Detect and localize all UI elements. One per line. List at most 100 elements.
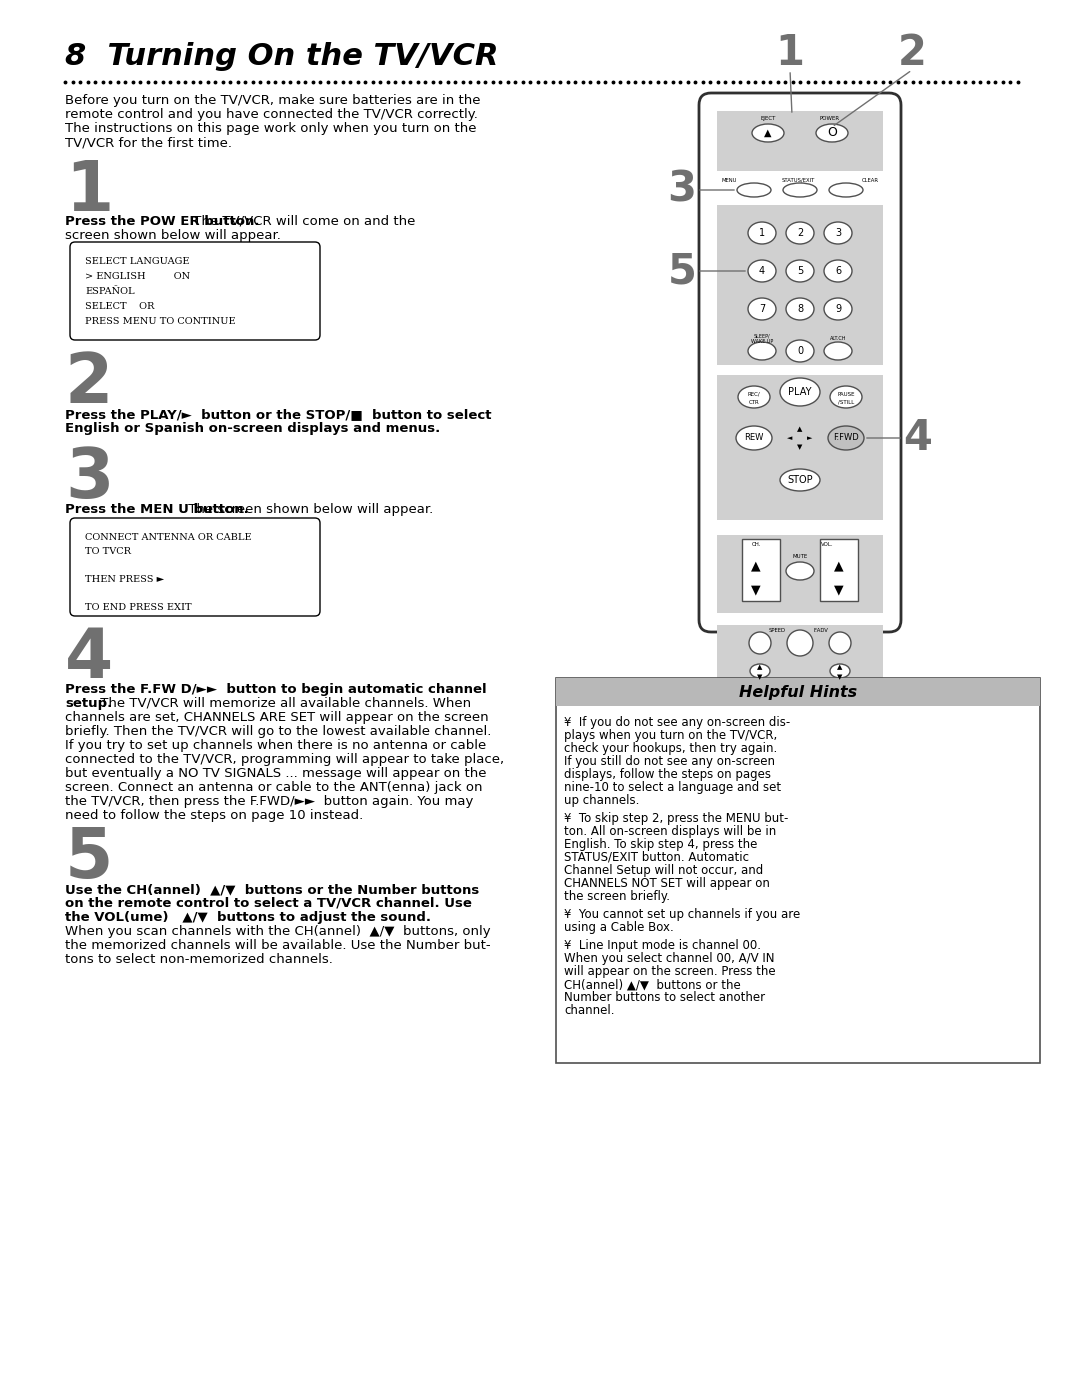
Text: Press the MEN U button.: Press the MEN U button. (65, 503, 248, 515)
Text: PLAY: PLAY (788, 387, 812, 397)
Text: ▲: ▲ (834, 559, 843, 571)
Bar (820, 539, 858, 601)
Ellipse shape (786, 298, 814, 320)
Ellipse shape (737, 183, 771, 197)
Text: tons to select non-memorized channels.: tons to select non-memorized channels. (65, 953, 333, 965)
Text: If you try to set up channels when there is no antenna or cable: If you try to set up channels when there… (65, 739, 486, 752)
Circle shape (829, 631, 851, 654)
Text: TO TVCR: TO TVCR (85, 548, 131, 556)
Text: screen shown below will appear.: screen shown below will appear. (65, 229, 281, 242)
FancyBboxPatch shape (70, 242, 320, 339)
Ellipse shape (748, 260, 777, 282)
Text: 8  Turning On the TV/VCR: 8 Turning On the TV/VCR (65, 42, 499, 71)
Text: ▼: ▼ (757, 673, 762, 680)
Text: SELECT    OR: SELECT OR (85, 302, 154, 312)
Text: ton. All on-screen displays will be in: ton. All on-screen displays will be in (564, 826, 777, 838)
Text: ▼: ▼ (752, 583, 761, 597)
Bar (717, 205, 883, 365)
Text: 5: 5 (797, 265, 804, 277)
Text: REC/: REC/ (747, 391, 760, 397)
Text: CONNECT ANTENNA OR CABLE: CONNECT ANTENNA OR CABLE (85, 534, 252, 542)
Text: the screen briefly.: the screen briefly. (564, 890, 670, 902)
Text: but eventually a NO TV SIGNALS ... message will appear on the: but eventually a NO TV SIGNALS ... messa… (65, 767, 486, 780)
Text: 3: 3 (667, 169, 697, 211)
Text: ◄: ◄ (787, 434, 793, 441)
Text: connected to the TV/VCR, programming will appear to take place,: connected to the TV/VCR, programming wil… (65, 753, 504, 766)
Circle shape (787, 630, 813, 657)
Ellipse shape (752, 124, 784, 142)
Ellipse shape (831, 386, 862, 408)
Ellipse shape (824, 298, 852, 320)
Text: STATUS/EXIT: STATUS/EXIT (781, 177, 814, 183)
Text: need to follow the steps on page 10 instead.: need to follow the steps on page 10 inst… (65, 809, 363, 821)
Text: setup.: setup. (65, 697, 112, 710)
Text: MUTE: MUTE (793, 555, 808, 559)
Text: 1: 1 (775, 32, 805, 74)
Text: the memorized channels will be available. Use the Number but-: the memorized channels will be available… (65, 939, 490, 951)
Text: REW: REW (744, 433, 764, 443)
Ellipse shape (828, 426, 864, 450)
Text: English. To skip step 4, press the: English. To skip step 4, press the (564, 838, 757, 851)
Text: plays when you turn on the TV/VCR,: plays when you turn on the TV/VCR, (564, 729, 778, 742)
Text: ►: ► (808, 434, 812, 441)
Text: CHANNELS NOT SET will appear on: CHANNELS NOT SET will appear on (564, 877, 770, 890)
Text: Number buttons to select another: Number buttons to select another (564, 990, 765, 1004)
Ellipse shape (786, 339, 814, 362)
Bar (556, 678, 1040, 1063)
Text: 3: 3 (835, 228, 841, 237)
Ellipse shape (786, 222, 814, 244)
Bar (717, 374, 883, 520)
Ellipse shape (748, 222, 777, 244)
Text: EJECT: EJECT (760, 116, 775, 122)
Text: The TV/VCR will come on and the: The TV/VCR will come on and the (189, 215, 416, 228)
Text: Channel Setup will not occur, and: Channel Setup will not occur, and (564, 863, 764, 877)
Text: Before you turn on the TV/VCR, make sure batteries are in the: Before you turn on the TV/VCR, make sure… (65, 94, 481, 108)
Ellipse shape (735, 426, 772, 450)
Text: 8: 8 (797, 305, 804, 314)
Text: on the remote control to select a TV/VCR channel. Use: on the remote control to select a TV/VCR… (65, 897, 472, 909)
Ellipse shape (780, 379, 820, 407)
Text: STOP: STOP (787, 475, 813, 485)
Text: ▲: ▲ (837, 664, 842, 671)
Text: screen. Connect an antenna or cable to the ANT(enna) jack on: screen. Connect an antenna or cable to t… (65, 781, 483, 793)
Text: channels are set, CHANNELS ARE SET will appear on the screen: channels are set, CHANNELS ARE SET will … (65, 711, 488, 724)
Text: 4: 4 (904, 416, 932, 460)
Ellipse shape (786, 260, 814, 282)
Ellipse shape (824, 222, 852, 244)
Text: Helpful Hints: Helpful Hints (739, 685, 858, 700)
Ellipse shape (831, 664, 850, 678)
Text: ▲: ▲ (757, 664, 762, 671)
Text: ▼: ▼ (834, 583, 843, 597)
Text: Press the POW ER button.: Press the POW ER button. (65, 215, 259, 228)
Text: The TV/VCR will memorize all available channels. When: The TV/VCR will memorize all available c… (96, 697, 471, 710)
Text: ▼: ▼ (797, 444, 802, 450)
Bar (742, 539, 780, 601)
Text: TV/VCR for the first time.: TV/VCR for the first time. (65, 136, 232, 149)
Text: 2: 2 (65, 351, 113, 416)
Text: ¥  If you do not see any on-screen dis-: ¥ If you do not see any on-screen dis- (564, 717, 791, 729)
Text: 3: 3 (65, 446, 113, 511)
Text: 6: 6 (835, 265, 841, 277)
Text: CLEAR: CLEAR (862, 177, 879, 183)
Text: When you scan channels with the CH(annel)  ▲/▼  buttons, only: When you scan channels with the CH(annel… (65, 925, 490, 937)
Text: PRESS MENU TO CONTINUE: PRESS MENU TO CONTINUE (85, 317, 235, 326)
Text: Press the PLAY/►  button or the STOP/■  button to select: Press the PLAY/► button or the STOP/■ bu… (65, 408, 491, 420)
Text: 0: 0 (797, 346, 804, 356)
Text: When you select channel 00, A/V IN: When you select channel 00, A/V IN (564, 951, 774, 965)
Text: ▲: ▲ (797, 426, 802, 432)
Text: SPEED: SPEED (769, 629, 786, 633)
Ellipse shape (780, 469, 820, 490)
Text: 2: 2 (797, 228, 804, 237)
Text: will appear on the screen. Press the: will appear on the screen. Press the (564, 965, 775, 978)
Text: the TV/VCR, then press the F.FWD/►►  button again. You may: the TV/VCR, then press the F.FWD/►► butt… (65, 795, 473, 807)
Text: ▼: ▼ (837, 673, 842, 680)
Ellipse shape (750, 664, 770, 678)
Text: O: O (827, 127, 837, 140)
Text: displays, follow the steps on pages: displays, follow the steps on pages (564, 768, 771, 781)
Text: PAUSE: PAUSE (837, 391, 854, 397)
Text: channel.: channel. (564, 1004, 615, 1017)
Text: WAKE UP: WAKE UP (751, 339, 773, 344)
Text: MENU: MENU (721, 177, 737, 183)
Ellipse shape (829, 183, 863, 197)
Text: 5: 5 (667, 250, 697, 292)
